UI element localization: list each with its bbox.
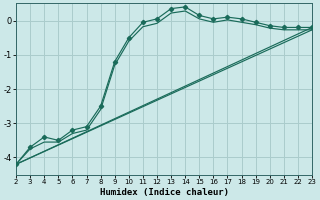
X-axis label: Humidex (Indice chaleur): Humidex (Indice chaleur) [100, 188, 228, 197]
